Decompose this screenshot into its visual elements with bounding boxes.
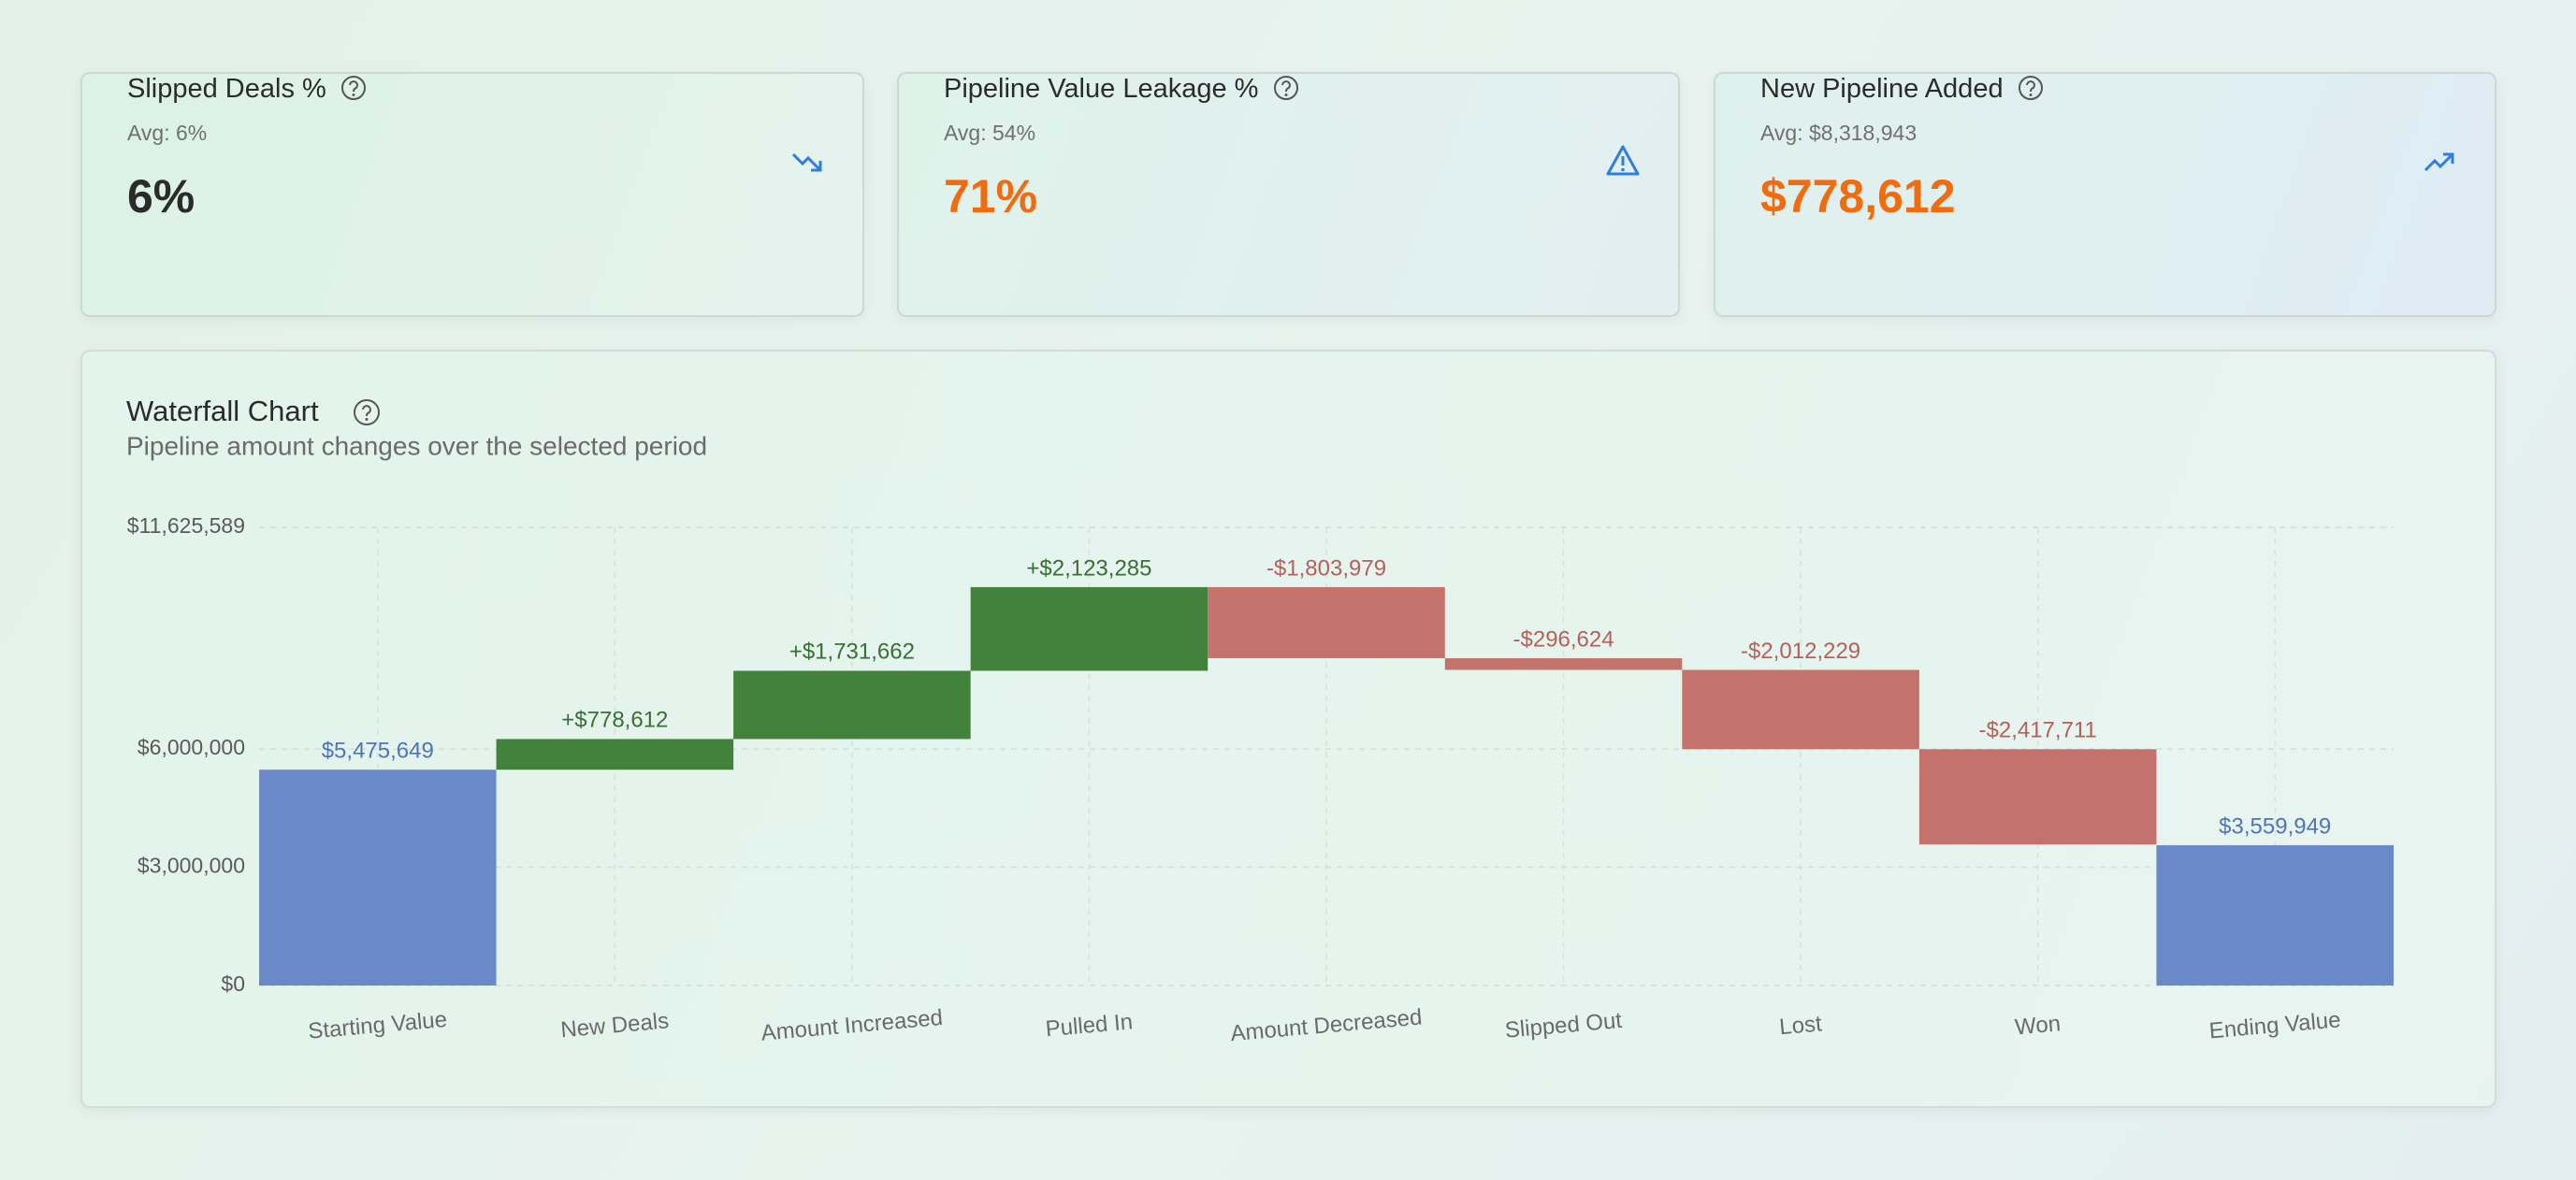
bar — [1682, 669, 1919, 750]
card-avg: Avg: $8,318,943 — [1760, 121, 1918, 145]
y-tick-label: $0 — [221, 971, 245, 996]
data-label: $5,475,649 — [322, 739, 434, 764]
bar — [496, 739, 734, 770]
bar — [259, 770, 497, 986]
x-tick-label: Amount Increased — [760, 1005, 944, 1046]
trend-down-icon — [791, 152, 822, 172]
help-icon[interactable] — [1272, 74, 1300, 102]
trend-up-icon — [2424, 152, 2454, 172]
data-label: -$1,803,979 — [1266, 555, 1386, 581]
bar — [1444, 657, 1683, 670]
bar — [733, 670, 971, 740]
help-icon[interactable] — [354, 399, 380, 425]
x-tick-label: Ending Value — [2208, 1007, 2342, 1043]
data-label: -$2,012,229 — [1741, 639, 1860, 664]
card-avg: Avg: 54% — [944, 121, 1036, 145]
x-tick-label: Starting Value — [307, 1007, 448, 1044]
y-tick-label: $6,000,000 — [137, 735, 245, 759]
kpi-card: Slipped Deals % Avg: 6% 6% — [80, 72, 864, 317]
data-label: +$2,123,285 — [1026, 555, 1151, 581]
card-title: Slipped Deals % — [127, 74, 368, 105]
bar — [1208, 586, 1445, 658]
x-tick-label: Pulled In — [1045, 1009, 1134, 1042]
kpi-card: Pipeline Value Leakage % Avg: 54% 71% — [897, 72, 1680, 317]
kpi-card: New Pipeline Added Avg: $8,318,943 $778,… — [1714, 72, 2496, 317]
data-label: $3,559,949 — [2219, 813, 2331, 839]
x-tick-label: Amount Decreased — [1229, 1004, 1423, 1046]
data-label: +$778,612 — [561, 708, 668, 733]
y-tick-label: $3,000,000 — [137, 854, 245, 878]
data-label: -$296,624 — [1513, 626, 1614, 652]
bar — [970, 586, 1208, 671]
x-tick-label: Won — [2014, 1011, 2062, 1040]
chart-title: Waterfall Chart — [126, 395, 319, 427]
help-icon[interactable] — [2017, 74, 2045, 102]
x-tick-label: Lost — [1778, 1011, 1823, 1040]
card-title: Pipeline Value Leakage % — [944, 74, 1300, 105]
data-label: +$1,731,662 — [789, 640, 915, 665]
help-icon[interactable] — [340, 74, 368, 102]
card-value: 71% — [944, 170, 1038, 223]
x-tick-label: Slipped Out — [1504, 1008, 1624, 1043]
card-title: New Pipeline Added — [1760, 74, 2045, 105]
warning-icon — [1606, 145, 1640, 176]
card-avg: Avg: 6% — [127, 121, 208, 145]
bar — [2156, 844, 2394, 986]
y-tick-label: $11,625,589 — [127, 513, 245, 538]
x-tick-label: New Deals — [559, 1008, 670, 1043]
data-label: -$2,417,711 — [1979, 718, 2097, 743]
card-value: $778,612 — [1760, 170, 1956, 223]
card-value: 6% — [127, 170, 195, 223]
bar — [1918, 749, 2157, 845]
chart-subtitle: Pipeline amount changes over the selecte… — [126, 431, 707, 460]
